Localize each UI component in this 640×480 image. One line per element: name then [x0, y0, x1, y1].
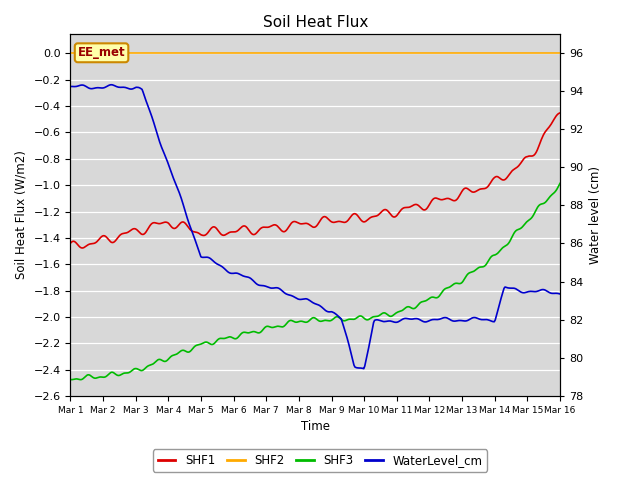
Line: SHF3: SHF3 [70, 183, 560, 380]
SHF1 [556, 110, 564, 116]
SHF2 [299, 50, 307, 56]
Line: WaterLevel_cm: WaterLevel_cm [70, 85, 560, 369]
WaterLevel_cm [470, 315, 477, 321]
Y-axis label: Water level (cm): Water level (cm) [589, 166, 602, 264]
SHF1 [67, 240, 74, 246]
SHF2 [332, 50, 339, 56]
SHF3 [469, 269, 477, 275]
SHF2 [545, 50, 552, 56]
WaterLevel_cm [332, 312, 340, 317]
SHF2 [556, 50, 564, 56]
WaterLevel_cm [360, 366, 367, 372]
Title: Soil Heat Flux: Soil Heat Flux [262, 15, 368, 30]
Y-axis label: Soil Heat Flux (W/m2): Soil Heat Flux (W/m2) [15, 150, 28, 279]
SHF3 [303, 319, 310, 325]
SHF3 [300, 319, 308, 324]
SHF2 [67, 50, 74, 56]
SHF3 [76, 377, 84, 383]
SHF1 [78, 245, 86, 251]
WaterLevel_cm [547, 290, 554, 296]
WaterLevel_cm [303, 296, 310, 302]
SHF1 [359, 219, 367, 225]
SHF2 [358, 50, 365, 56]
SHF3 [332, 314, 340, 320]
SHF1 [332, 219, 340, 225]
SHF2 [302, 50, 310, 56]
SHF3 [67, 376, 74, 382]
Line: SHF1: SHF1 [70, 113, 560, 248]
WaterLevel_cm [67, 84, 74, 89]
SHF3 [359, 314, 367, 320]
WaterLevel_cm [556, 291, 564, 297]
SHF3 [545, 195, 553, 201]
SHF1 [300, 221, 308, 227]
WaterLevel_cm [359, 365, 367, 371]
Legend: SHF1, SHF2, SHF3, WaterLevel_cm: SHF1, SHF2, SHF3, WaterLevel_cm [153, 449, 487, 472]
SHF1 [545, 124, 553, 130]
SHF2 [468, 50, 476, 56]
SHF1 [303, 221, 310, 227]
WaterLevel_cm [300, 296, 308, 302]
SHF1 [469, 189, 477, 195]
Text: EE_met: EE_met [77, 46, 125, 60]
X-axis label: Time: Time [301, 420, 330, 433]
SHF3 [556, 180, 564, 186]
WaterLevel_cm [108, 82, 115, 88]
